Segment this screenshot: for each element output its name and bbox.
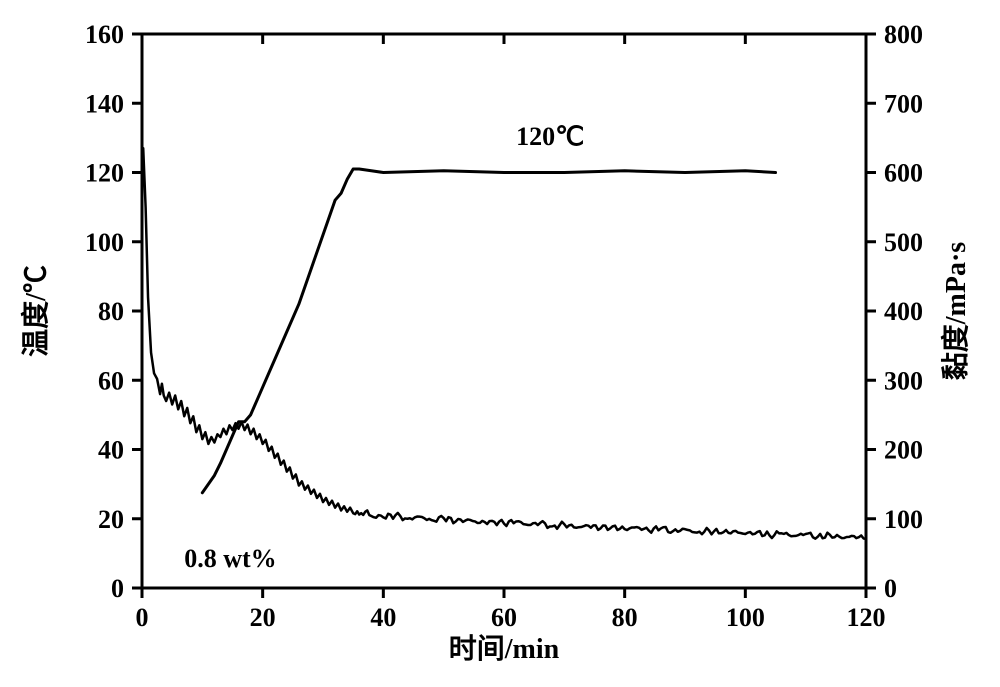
x-tick-label: 0 [136,603,149,632]
x-tick-label: 20 [250,603,276,632]
chart-svg: 0204060801001200204060801001201401600100… [0,0,1000,687]
y-left-tick-label: 60 [98,366,124,395]
y-right-tick-label: 500 [884,228,923,257]
x-tick-label: 60 [491,603,517,632]
y-left-tick-label: 100 [85,228,124,257]
y-left-tick-label: 80 [98,297,124,326]
y-right-tick-label: 100 [884,505,923,534]
y-left-tick-label: 0 [111,574,124,603]
y-right-tick-label: 200 [884,436,923,465]
y-left-tick-label: 120 [85,159,124,188]
x-tick-label: 100 [726,603,765,632]
y-left-tick-label: 140 [85,89,124,118]
y-left-axis-label: 温度/℃ [20,265,52,357]
concentration-label: 0.8 wt% [184,544,276,573]
x-axis-label: 时间/min [449,633,560,665]
y-right-axis-label: 黏度/mPa·s [940,242,972,381]
y-left-tick-label: 20 [98,505,124,534]
y-right-tick-label: 700 [884,89,923,118]
y-right-tick-label: 600 [884,159,923,188]
y-right-tick-label: 300 [884,366,923,395]
y-left-tick-label: 40 [98,436,124,465]
temp-120-label: 120℃ [516,122,584,151]
x-tick-label: 40 [370,603,396,632]
y-left-tick-label: 160 [85,20,124,49]
x-tick-label: 120 [847,603,886,632]
viscosity-temperature-chart: 0204060801001200204060801001201401600100… [0,0,1000,687]
y-right-tick-label: 0 [884,574,897,603]
x-tick-label: 80 [612,603,638,632]
y-right-tick-label: 800 [884,20,923,49]
y-right-tick-label: 400 [884,297,923,326]
plot-area [142,34,866,588]
